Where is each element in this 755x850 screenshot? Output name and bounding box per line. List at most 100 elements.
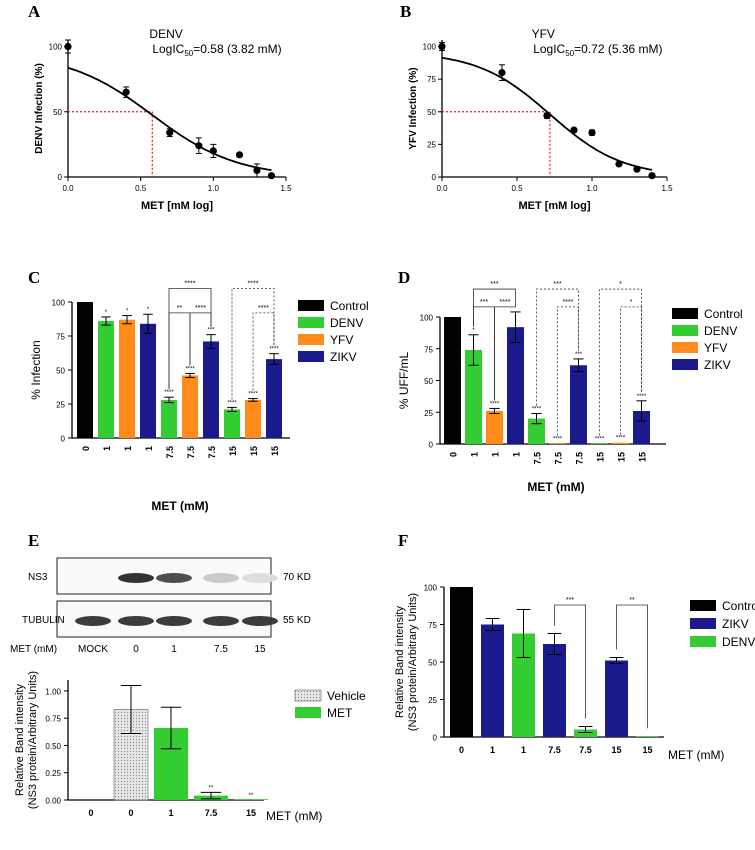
- significance-mark: *: [105, 310, 108, 316]
- significance-bracket: [599, 288, 642, 436]
- legend-label-yfv: YFV: [704, 341, 727, 355]
- x-tick-label: 15: [596, 452, 606, 462]
- blot-band: [203, 616, 239, 626]
- blot-band: [242, 616, 278, 626]
- panel-e-blot-and-chart: 0.00 0.25 0.50 0.75 1.00 0 0 1 ** 7.5 ** 15 Relative…: [10, 557, 366, 823]
- y-tick-label: 0.75: [45, 715, 61, 724]
- panel-letter-f: F: [398, 531, 408, 550]
- bracket-label: ****: [563, 299, 574, 306]
- x-tick-label: 1: [512, 452, 522, 457]
- fit-curve: [441, 56, 653, 171]
- significance-mark: ****: [532, 407, 542, 413]
- x-axis-label: MET (mM): [151, 499, 208, 513]
- x-tick-label: 15: [249, 446, 259, 456]
- legend-label-denv: DENV: [330, 316, 363, 330]
- legend-swatch-zikv: [298, 351, 324, 362]
- bar-yfv: [119, 319, 135, 438]
- bracket-label: **: [177, 305, 183, 312]
- significance-mark: *: [147, 307, 150, 313]
- significance-bracket: [231, 288, 275, 400]
- legend-label-denv: DENV: [704, 324, 737, 338]
- blot-lane-label: 15: [254, 644, 266, 655]
- y-axis-label: DENV Infection (%): [34, 63, 45, 154]
- blot-band: [75, 616, 111, 626]
- ic50-annotation: LogIC50=0.72 (5.36 mM): [533, 42, 662, 58]
- legend-swatch-zikv: [672, 359, 698, 370]
- y-tick-label: 75: [424, 345, 433, 354]
- data-point: [209, 147, 217, 155]
- y-tick-label: 25: [56, 401, 65, 410]
- data-point: [438, 42, 446, 51]
- significance-mark: ****: [490, 401, 500, 407]
- panel-letter-a: A: [28, 2, 41, 21]
- legend-swatch-denv: [298, 317, 324, 328]
- significance-bracket: [494, 303, 516, 401]
- y-tick-label: 50: [428, 659, 437, 668]
- bar-yfv: [182, 375, 198, 438]
- y-tick-label: 0: [432, 173, 437, 182]
- panel-letter-b: B: [400, 2, 411, 21]
- significance-mark: ****: [595, 436, 605, 442]
- y-tick-label: 50: [53, 108, 62, 117]
- bar-zikv: [633, 410, 650, 444]
- bar-zikv: [605, 660, 628, 737]
- blot-size-label: 55 KD: [283, 615, 311, 626]
- y-axis-label: Relative Band intensity: [14, 684, 26, 796]
- blot-row-label: TUBULIN: [22, 615, 65, 626]
- data-point: [235, 151, 244, 159]
- y-tick-label: 100: [423, 43, 437, 52]
- y-tick-label: 0.50: [45, 742, 61, 751]
- bar-zikv: [140, 323, 156, 438]
- data-point: [64, 42, 72, 51]
- blot-band: [156, 573, 192, 583]
- x-tick-label: 0.0: [436, 184, 448, 193]
- legend-label-yfv: YFV: [330, 333, 353, 347]
- y-tick-label: 100: [420, 314, 434, 323]
- x-tick-label: 1: [102, 446, 112, 451]
- bracket-label: **: [629, 597, 635, 604]
- y-tick-label: 75: [428, 621, 437, 630]
- legend-swatch-control: [672, 308, 698, 319]
- bar-denv: [465, 350, 482, 444]
- legend-swatch-denv: [690, 636, 716, 647]
- x-tick-label: 7.5: [548, 745, 561, 755]
- bar-denv: [161, 399, 177, 438]
- x-tick-label: 7.5: [579, 745, 592, 755]
- bracket-label: ****: [185, 280, 196, 287]
- x-tick-label: 15: [611, 745, 621, 755]
- legend-label-control: Control: [330, 299, 369, 313]
- x-tick-label: 0: [459, 745, 464, 755]
- bracket-label: *: [630, 299, 633, 306]
- data-point: [543, 112, 551, 120]
- x-tick-label: 1: [470, 452, 480, 457]
- bar-met: [234, 799, 268, 800]
- significance-mark: **: [209, 785, 214, 791]
- y-tick-label: 1.00: [45, 687, 61, 696]
- blot-band: [118, 573, 154, 583]
- x-tick-label: 0: [449, 452, 459, 457]
- y-tick-label: 100: [52, 299, 66, 308]
- significance-bracket: [616, 604, 648, 729]
- ic50-annotation: LogIC50=0.58 (3.82 mM): [152, 42, 281, 58]
- x-tick-label: 0: [88, 808, 93, 818]
- blot-lane-label: MOCK: [78, 644, 108, 655]
- bar-yfv: [549, 443, 566, 444]
- bracket-label: ****: [195, 305, 206, 312]
- significance-mark: **: [249, 793, 254, 799]
- blot-band: [242, 573, 278, 583]
- legend-swatch-vehicle: [294, 689, 322, 702]
- blot-lane-header: MET (mM): [10, 644, 57, 655]
- blot-lane-label: 1: [171, 644, 177, 655]
- significance-mark: ****: [227, 400, 237, 406]
- virus-label: YFV: [532, 27, 555, 41]
- x-axis-label: MET (mM): [527, 480, 584, 494]
- panel-letter-c: C: [28, 268, 40, 287]
- bar-control: [450, 587, 473, 737]
- x-axis-label: MET (mM): [266, 809, 322, 823]
- significance-bracket: [554, 604, 586, 719]
- panel-letter-d: D: [398, 268, 410, 287]
- x-tick-label: 7.5: [575, 452, 585, 465]
- blot-lane-label: 0: [133, 644, 139, 655]
